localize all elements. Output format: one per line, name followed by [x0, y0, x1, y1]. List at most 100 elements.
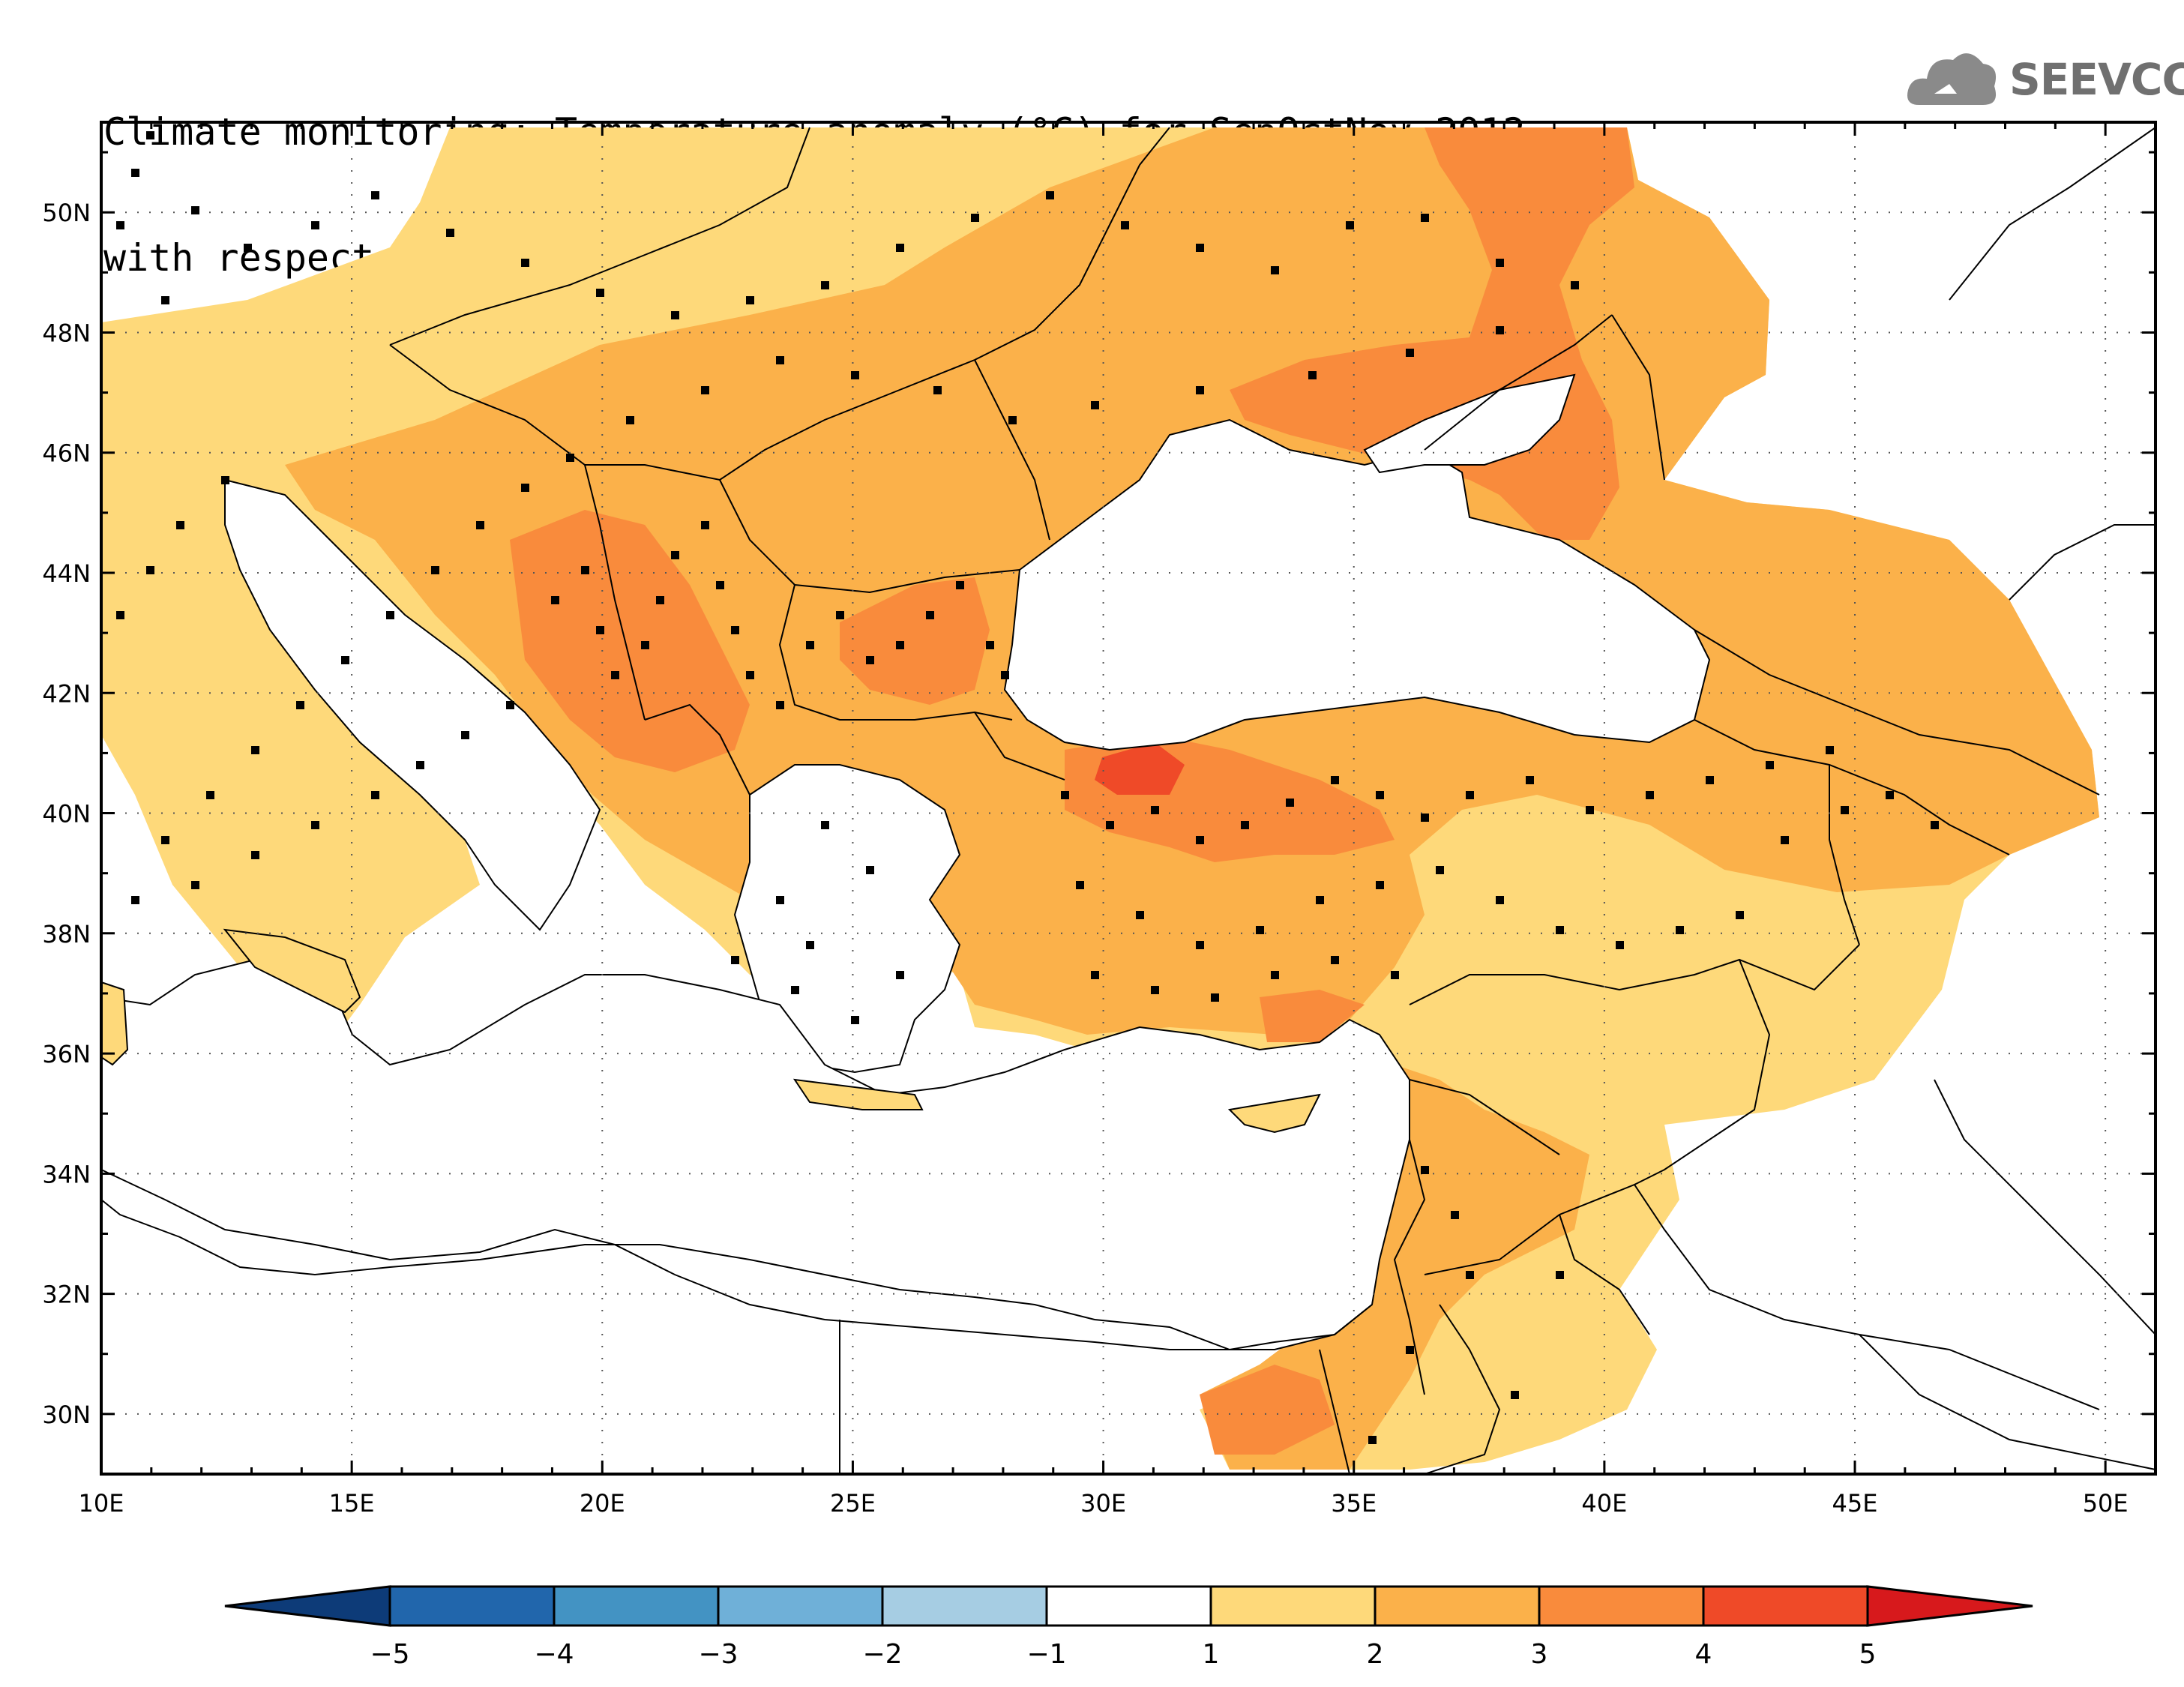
station-marker [701, 521, 709, 529]
lat-tick-label: 38N [42, 920, 91, 948]
station-marker [1511, 1391, 1519, 1399]
lat-tick-label: 40N [42, 800, 91, 829]
station-marker [1136, 911, 1144, 919]
anomaly-3-4-sinai [1200, 1365, 1335, 1455]
station-marker [731, 626, 739, 634]
colorbar-labels: −5 −4 −3 −2 −1 1 2 3 4 5 [370, 1639, 1876, 1670]
station-marker [191, 206, 199, 214]
colorbar-segment [717, 1585, 884, 1627]
egypt-border [839, 1320, 1350, 1475]
adriatic-sea [224, 478, 601, 931]
station-marker [371, 191, 379, 199]
station-marker [371, 791, 379, 799]
station-marker [1421, 214, 1429, 222]
lon-tick-label: 25E [830, 1489, 876, 1518]
station-marker [1406, 1346, 1414, 1354]
lat-tick-label: 50N [42, 199, 91, 227]
station-marker [596, 626, 604, 634]
station-marker [1091, 401, 1099, 409]
station-marker [221, 476, 229, 484]
lat-tick-label: 48N [42, 319, 91, 347]
colorbar-label: −4 [534, 1639, 574, 1670]
station-marker [476, 521, 484, 529]
colorbar-label: 5 [1859, 1639, 1877, 1670]
lon-tick-label: 45E [1832, 1489, 1878, 1518]
station-marker [1841, 806, 1849, 814]
station-marker [1331, 776, 1339, 784]
station-marker [1376, 881, 1384, 889]
crete [792, 1078, 924, 1110]
station-marker [244, 244, 252, 252]
station-marker [176, 521, 184, 529]
station-marker [851, 371, 859, 379]
station-marker [971, 214, 979, 222]
station-marker [776, 701, 784, 709]
station-marker [1046, 191, 1054, 199]
colorbar-label: 3 [1531, 1639, 1548, 1670]
station-marker [1496, 896, 1504, 904]
station-marker [1556, 926, 1564, 934]
station-marker [896, 971, 904, 979]
sicily [223, 928, 361, 1014]
anomaly-4-5-region [1095, 742, 1185, 795]
station-marker [1151, 986, 1159, 994]
logo-text: SEEVCCC [2009, 54, 2184, 105]
lon-tick-label: 15E [329, 1489, 375, 1518]
colorbar-segment [1538, 1585, 1705, 1627]
station-marker [521, 259, 529, 267]
station-marker [776, 356, 784, 364]
station-marker [311, 221, 319, 229]
station-marker [1106, 821, 1114, 829]
station-marker [1586, 806, 1594, 814]
station-marker [146, 131, 154, 139]
station-marker [251, 851, 259, 859]
station-marker [296, 701, 304, 709]
station-marker [776, 896, 784, 904]
anomaly-3-4-bulgaria [840, 577, 990, 705]
station-marker [1616, 941, 1624, 949]
map-frame [100, 121, 2157, 1476]
station-marker [1271, 266, 1279, 274]
lon-tick-label: 30E [1080, 1489, 1126, 1518]
station-marker [116, 611, 124, 619]
station-marker [1196, 244, 1204, 252]
station-marker [386, 611, 394, 619]
station-marker [1886, 791, 1894, 799]
station-marker [1406, 349, 1414, 357]
station-marker [1076, 881, 1084, 889]
station-marker [251, 746, 259, 754]
station-marker [926, 611, 934, 619]
station-marker [1496, 259, 1504, 267]
station-marker [1211, 993, 1219, 1002]
station-marker [1376, 791, 1384, 799]
lon-tick-label: 10E [79, 1489, 124, 1518]
station-marker [1466, 791, 1474, 799]
station-marker [416, 761, 424, 769]
station-marker [1271, 971, 1279, 979]
station-marker [521, 484, 529, 492]
station-marker [1196, 386, 1204, 394]
station-marker [731, 956, 739, 964]
station-marker [1331, 956, 1339, 964]
lat-tick-label: 36N [42, 1040, 91, 1068]
colorbar-label: −3 [698, 1639, 738, 1670]
lat-tick-label: 42N [42, 679, 91, 708]
station-marker [671, 311, 679, 319]
station-marker [191, 881, 199, 889]
station-marker [1781, 836, 1789, 844]
station-marker [506, 701, 514, 709]
station-marker [1316, 896, 1324, 904]
sardinia [100, 981, 129, 1066]
station-marker [956, 581, 964, 589]
cyprus [1227, 1093, 1321, 1134]
lat-tick-label: 44N [42, 559, 91, 588]
station-marker [701, 386, 709, 394]
colorbar-arrow-left [224, 1585, 391, 1627]
station-marker [311, 821, 319, 829]
station-marker [446, 229, 454, 237]
colorbar [224, 1585, 2033, 1627]
colorbar-label: 1 [1203, 1639, 1220, 1670]
colorbar-label: −2 [862, 1639, 902, 1670]
station-marker [656, 596, 664, 604]
colorbar-segment [1702, 1585, 1869, 1627]
